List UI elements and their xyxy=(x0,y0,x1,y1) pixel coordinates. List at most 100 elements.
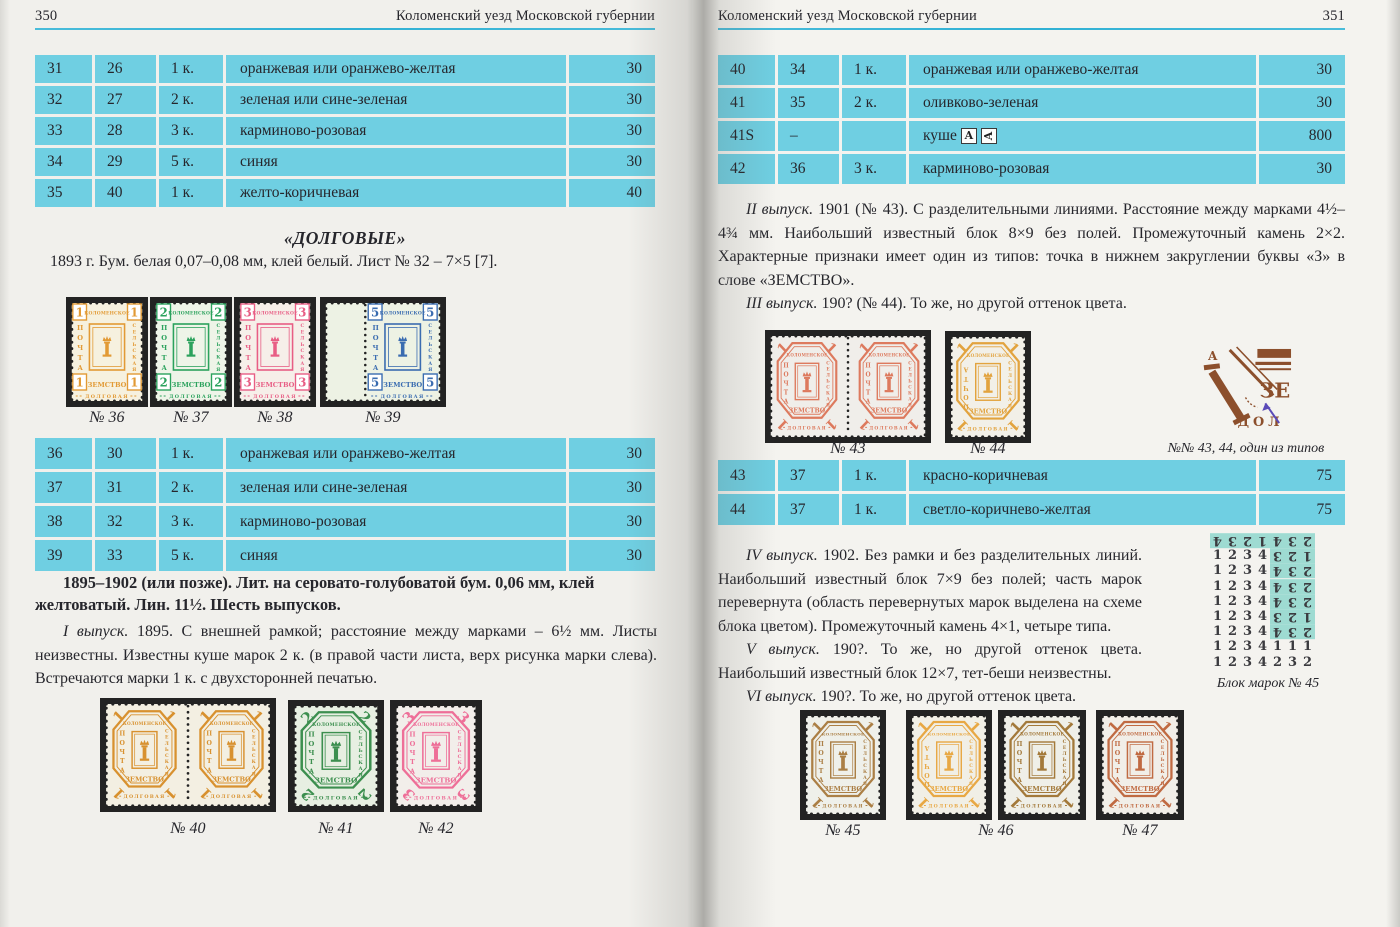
issue-6-lead: VI выпуск. xyxy=(746,688,817,705)
svg-text:КОЛОМЕНСКОЕ: КОЛОМЕНСКОЕ xyxy=(967,353,1010,358)
svg-text:Ч: Ч xyxy=(77,344,83,352)
caption-37: № 37 xyxy=(173,409,209,426)
svg-text:КОЛОМЕНСКОЕ: КОЛОМЕНСКОЕ xyxy=(822,732,865,737)
svg-text:Т: Т xyxy=(819,768,824,775)
svg-text:А: А xyxy=(207,767,212,774)
svg-text:К: К xyxy=(300,354,305,360)
svg-text:Т: Т xyxy=(410,759,415,766)
svg-text:КОЛОМЕНСКОЕ: КОЛОМЕНСКОЕ xyxy=(210,721,253,726)
svg-text:ЗЕМСТВО: ЗЕМСТВО xyxy=(172,381,211,389)
paragraph-1893: 1893 г. Бум. белая 0,07–0,08 мм, клей бе… xyxy=(50,253,498,270)
block-cell: 3 xyxy=(1242,578,1253,594)
svg-text:О: О xyxy=(373,334,379,342)
svg-text:Е: Е xyxy=(359,736,363,742)
svg-text:5: 5 xyxy=(371,375,379,389)
svg-text:А: А xyxy=(818,777,823,784)
table-cell: 26 xyxy=(95,55,156,83)
issue-5-lead: V выпуск. xyxy=(746,641,820,658)
table-cell: 1 к. xyxy=(159,179,223,207)
svg-text:П: П xyxy=(924,780,930,787)
svg-text:КОЛОМЕНСКОЕ: КОЛОМЕНСКОЕ xyxy=(928,732,971,737)
block-cell: 2 xyxy=(1227,654,1238,670)
svg-text:2: 2 xyxy=(160,305,168,319)
block-cell: 1 xyxy=(1212,593,1223,609)
table-cell: 40 xyxy=(95,179,156,207)
svg-text:Л: Л xyxy=(1008,373,1012,379)
svg-text:Т: Т xyxy=(866,389,871,396)
svg-text:О: О xyxy=(818,750,824,757)
price-cell: 75 xyxy=(1259,460,1345,491)
svg-text:П: П xyxy=(865,362,871,369)
block-cell: 2 xyxy=(1227,624,1238,640)
price-cell: 30 xyxy=(1259,154,1345,184)
block-cell-inverted: 3 xyxy=(1270,548,1285,564)
svg-text:К: К xyxy=(132,354,137,360)
table-cell: 5 к. xyxy=(159,540,223,571)
issue-4-text: 1902. Без рамки и без разделительных лин… xyxy=(718,547,1143,635)
block-cell-inverted: 2 xyxy=(1285,548,1300,564)
svg-text:Я: Я xyxy=(252,771,256,777)
block-cell-inverted: 4 xyxy=(1270,593,1285,609)
svg-text:А: А xyxy=(161,364,167,372)
svg-text:ЗЕМСТВО: ЗЕМСТВО xyxy=(315,777,358,785)
table-cell: 41S xyxy=(718,121,775,151)
svg-text:О: О xyxy=(1115,750,1121,757)
svg-text:А: А xyxy=(908,398,912,403)
svg-text:А: А xyxy=(784,399,789,406)
svg-text:ЗЕМСТВО: ЗЕМСТВО xyxy=(871,408,908,415)
svg-text:А: А xyxy=(373,364,379,372)
svg-text:С: С xyxy=(826,385,830,390)
svg-text:Ь: Ь xyxy=(458,748,462,754)
svg-text:А: А xyxy=(410,768,416,775)
svg-text:О: О xyxy=(865,371,870,378)
table-cell: – xyxy=(778,121,839,151)
svg-text:О: О xyxy=(308,740,314,748)
block-cell: 1 xyxy=(1212,548,1223,564)
block-cell: 4 xyxy=(1257,578,1268,594)
table-cell: 33 xyxy=(95,540,156,571)
svg-text:Ч: Ч xyxy=(308,749,314,757)
block-cell: 3 xyxy=(1242,609,1253,625)
svg-text:К: К xyxy=(358,760,363,766)
block-cell-inverted: 2 xyxy=(1300,578,1315,594)
svg-text:ЗЕМСТВО: ЗЕМСТВО xyxy=(824,785,863,793)
svg-text:О: О xyxy=(120,740,126,747)
price-cell: 800 xyxy=(1259,121,1345,151)
block-cell-inverted: 2 xyxy=(1300,593,1315,609)
stamp-46b: 1 1 1 1 КОЛОМЕНСКОЕ П О Ч Т А С Е Л Ь С К А Я ЗЕМСТВО ДОЛГ… xyxy=(998,710,1086,820)
svg-text:П: П xyxy=(963,402,969,409)
table-cell: 36 xyxy=(778,154,839,184)
svg-text:Е: Е xyxy=(133,329,137,335)
block-cell-inverted: 2 xyxy=(1300,624,1315,640)
table-cell: 39 xyxy=(35,540,92,571)
issue-2-text: 1901 (№ 43). С разделительными линиями. … xyxy=(718,201,1346,289)
svg-text:Т: Т xyxy=(1115,768,1120,775)
catalog-table-31-35: 31 26 1 к. оранжевая или оранжево-желтая 30 3… xyxy=(35,55,655,207)
svg-text:Е: Е xyxy=(826,367,830,372)
svg-text:С: С xyxy=(1161,739,1165,745)
svg-text:Т: Т xyxy=(207,758,212,765)
stamp-39: 5 5 5 5 КОЛОМЕНСКОЕ ЗЕМСТВО П О Ч Т А С Е Л Ь С К А Я ДОЛГ… xyxy=(320,297,446,407)
block-cell: 3 xyxy=(1242,639,1253,655)
svg-text:А: А xyxy=(458,766,462,772)
svg-text:ДОЛГОВАЯ: ДОЛГОВАЯ xyxy=(210,794,252,800)
page-351: Коломенский уезд Московской губернии 351… xyxy=(692,0,1400,927)
stamp-37: 2 2 2 2 КОЛОМЕНСКОЕ ЗЕМСТВО П О Ч Т А С Е Л Ь С К А Я ДОЛГ… xyxy=(150,297,232,407)
svg-text:Ч: Ч xyxy=(119,749,125,756)
svg-text:Я: Я xyxy=(457,773,461,779)
price-cell: 30 xyxy=(569,55,655,83)
caption-40: № 40 xyxy=(170,820,206,837)
header-rule xyxy=(718,28,1345,30)
block-cell-inverted: 3 xyxy=(1285,578,1300,594)
price-cell: 30 xyxy=(1259,88,1345,118)
block-cell-inverted: 3 xyxy=(1285,624,1300,640)
svg-text:Л: Л xyxy=(252,741,256,747)
table-cell: 41 xyxy=(718,88,775,118)
table-cell: 1 к. xyxy=(842,460,906,491)
caption-38: № 38 xyxy=(257,409,293,426)
svg-text:Е: Е xyxy=(1063,745,1067,751)
block-cell: 1 xyxy=(1302,639,1313,655)
page-350: 350 Коломенский уезд Московской губернии… xyxy=(0,0,692,927)
svg-text:ЗЕМСТВО: ЗЕМСТВО xyxy=(125,776,164,784)
svg-text:Е: Е xyxy=(217,329,221,335)
